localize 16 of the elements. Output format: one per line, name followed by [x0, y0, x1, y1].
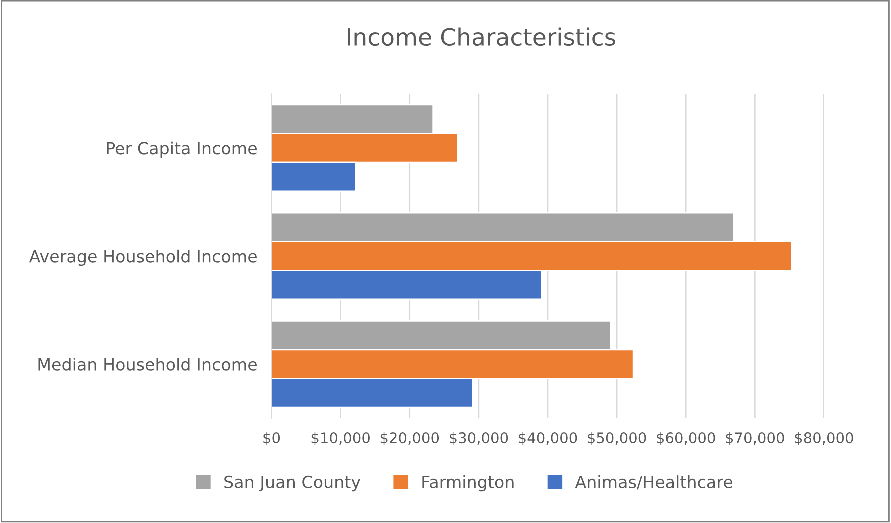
- x-tick-label: $20,000: [380, 432, 440, 446]
- y-tick-label: Average Household Income: [29, 250, 257, 266]
- x-tick-label: $30,000: [450, 432, 508, 446]
- x-tick-label: $60,000: [657, 432, 716, 446]
- x-tick-label: $70,000: [726, 432, 784, 446]
- y-tick-label: Median Household Income: [38, 358, 257, 371]
- chart-title: Income Characteristics: [348, 28, 616, 46]
- x-tick-label: $10,000: [312, 432, 370, 446]
- x-tick-label: $80,000: [795, 432, 854, 446]
- x-tick-label: $50,000: [588, 432, 646, 446]
- legend-label: Farmington: [422, 476, 514, 492]
- y-tick-label: Per Capita Income: [107, 142, 257, 158]
- x-tick-label: $40,000: [519, 432, 578, 446]
- legend-label: Animas/Healthcare: [575, 476, 732, 490]
- x-tick-label: $0: [264, 432, 280, 446]
- legend-label: San Juan County: [224, 476, 361, 492]
